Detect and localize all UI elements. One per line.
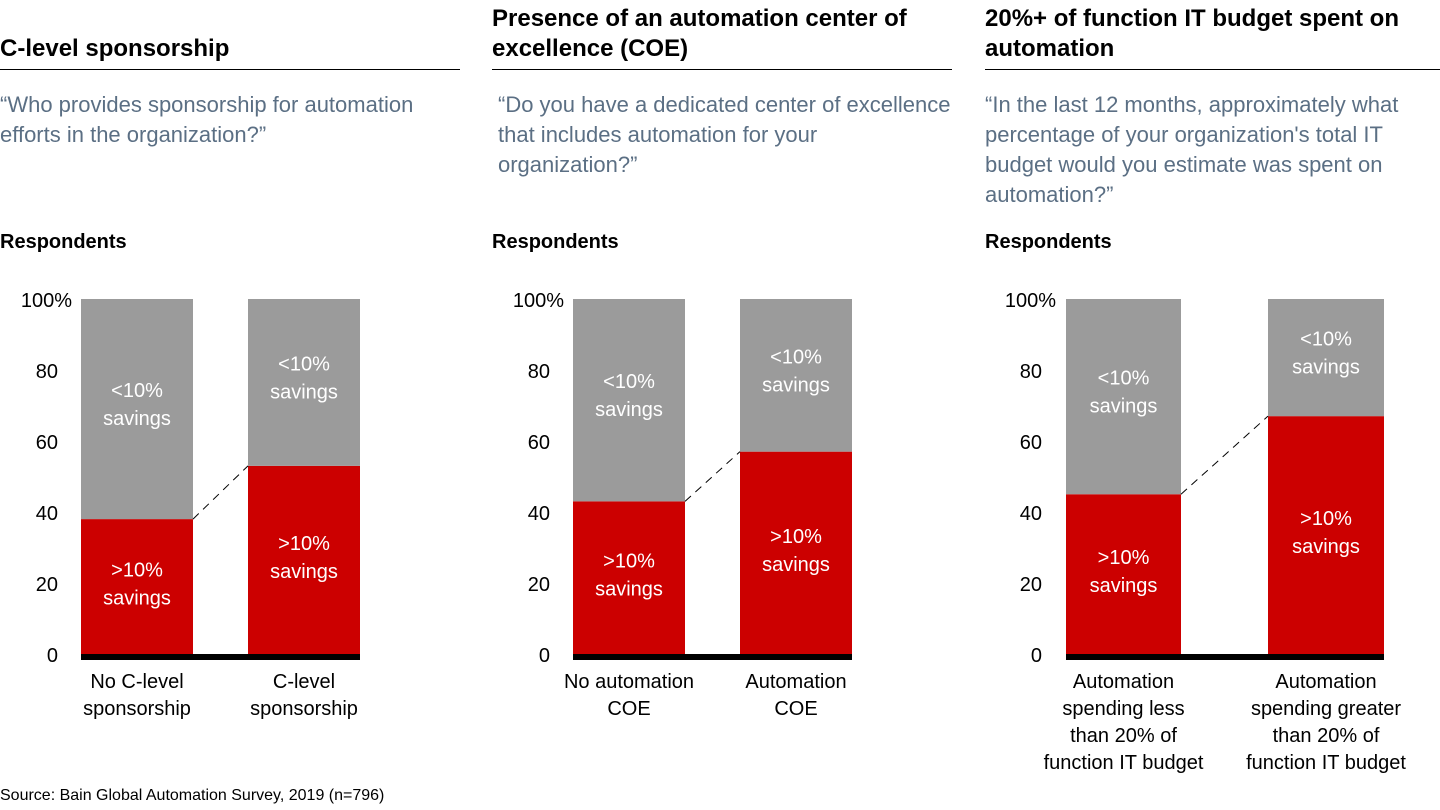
bar-segment (81, 519, 193, 654)
segment-label: savings (595, 579, 663, 601)
bar-segment (1066, 494, 1181, 654)
title-rule (0, 69, 460, 70)
segment-label: savings (103, 408, 171, 430)
panel-title: 20%+ of function IT budget spent on auto… (985, 5, 1399, 62)
segment-label: savings (270, 561, 338, 583)
segment-label: savings (762, 554, 830, 576)
segment-label: <10% (1300, 329, 1352, 351)
segment-label: <10% (770, 346, 822, 368)
y-tick-label: 0 (539, 645, 550, 667)
bar-segment (740, 451, 852, 654)
y-tick-label: 100% (513, 290, 564, 312)
y-tick-label: 20 (36, 574, 58, 596)
bar-segment (1268, 416, 1384, 654)
segment-label: <10% (111, 380, 163, 402)
y-tick-label: 0 (1031, 645, 1042, 667)
category-label: COE (607, 698, 650, 720)
category-label: function IT budget (1044, 752, 1204, 774)
category-label: function IT budget (1246, 752, 1406, 774)
y-tick-label: 100% (21, 290, 72, 312)
segment-label: <10% (603, 371, 655, 393)
bar-segment (573, 299, 685, 502)
bar-segment (248, 299, 360, 466)
segment-label: savings (103, 588, 171, 610)
y-tick-label: 40 (36, 503, 58, 525)
y-tick-label: 60 (1020, 432, 1042, 454)
x-axis-baseline (1066, 654, 1384, 660)
y-tick-label: 40 (1020, 503, 1042, 525)
segment-label: savings (1090, 575, 1158, 597)
segment-label: >10% (603, 551, 655, 573)
segment-label: >10% (278, 533, 330, 555)
segment-label: >10% (770, 526, 822, 548)
category-label: Automation (1275, 671, 1376, 693)
y-tick-label: 20 (1020, 574, 1042, 596)
category-label: spending greater (1251, 698, 1401, 720)
y-tick-label: 60 (36, 432, 58, 454)
segment-label: savings (595, 399, 663, 421)
panel-it-budget: 20%+ of function IT budget spent on auto… (985, 0, 1440, 810)
category-label: sponsorship (83, 698, 191, 720)
y-tick-label: 40 (528, 503, 550, 525)
segment-label: <10% (1098, 368, 1150, 390)
category-label: No C-level (90, 671, 183, 693)
bar-segment (1066, 299, 1181, 495)
y-tick-label: 80 (528, 361, 550, 383)
panel-title: Presence of an automation center of exce… (492, 5, 907, 62)
bar-segment (573, 501, 685, 654)
connector-line (1180, 415, 1269, 495)
segment-label: >10% (1300, 508, 1352, 530)
survey-question: “Do you have a dedicated center of excel… (498, 92, 951, 177)
category-label: than 20% of (1070, 725, 1177, 747)
y-axis-label: Respondents (985, 231, 1112, 253)
x-axis-baseline (81, 654, 360, 660)
bar-segment (740, 299, 852, 452)
connector-line (192, 465, 249, 520)
category-label: C-level (273, 671, 335, 693)
category-label: COE (774, 698, 817, 720)
segment-label: savings (1292, 357, 1360, 379)
segment-label: savings (1292, 536, 1360, 558)
x-axis-baseline (573, 654, 852, 660)
connector-line (684, 451, 741, 502)
bar-segment (1268, 299, 1384, 417)
panel-coe: Presence of an automation center of exce… (492, 0, 952, 810)
category-label: No automation (564, 671, 694, 693)
y-tick-label: 60 (528, 432, 550, 454)
source-note: Source: Bain Global Automation Survey, 2… (0, 787, 385, 804)
y-tick-label: 20 (528, 574, 550, 596)
panel-title: C-level sponsorship (0, 35, 230, 62)
bar-segment (81, 299, 193, 520)
y-axis-label: Respondents (492, 231, 619, 253)
survey-question: “Who provides sponsorship for automation… (0, 92, 414, 147)
survey-question: “In the last 12 months, approximately wh… (985, 92, 1399, 207)
segment-label: savings (270, 381, 338, 403)
category-label: Automation (745, 671, 846, 693)
y-tick-label: 80 (36, 361, 58, 383)
category-label: than 20% of (1273, 725, 1380, 747)
segment-label: savings (1090, 396, 1158, 418)
y-axis-label: Respondents (0, 231, 127, 253)
category-label: Automation (1073, 671, 1174, 693)
category-label: sponsorship (250, 698, 358, 720)
title-rule (492, 69, 952, 70)
title-rule (985, 69, 1440, 70)
segment-label: >10% (1098, 547, 1150, 569)
segment-label: <10% (278, 353, 330, 375)
y-tick-label: 0 (47, 645, 58, 667)
panel-c-level: C-level sponsorship “Who provides sponso… (0, 0, 460, 810)
y-tick-label: 100% (1005, 290, 1056, 312)
y-tick-label: 80 (1020, 361, 1042, 383)
category-label: spending less (1062, 698, 1184, 720)
bar-segment (248, 465, 360, 654)
segment-label: savings (762, 374, 830, 396)
segment-label: >10% (111, 560, 163, 582)
